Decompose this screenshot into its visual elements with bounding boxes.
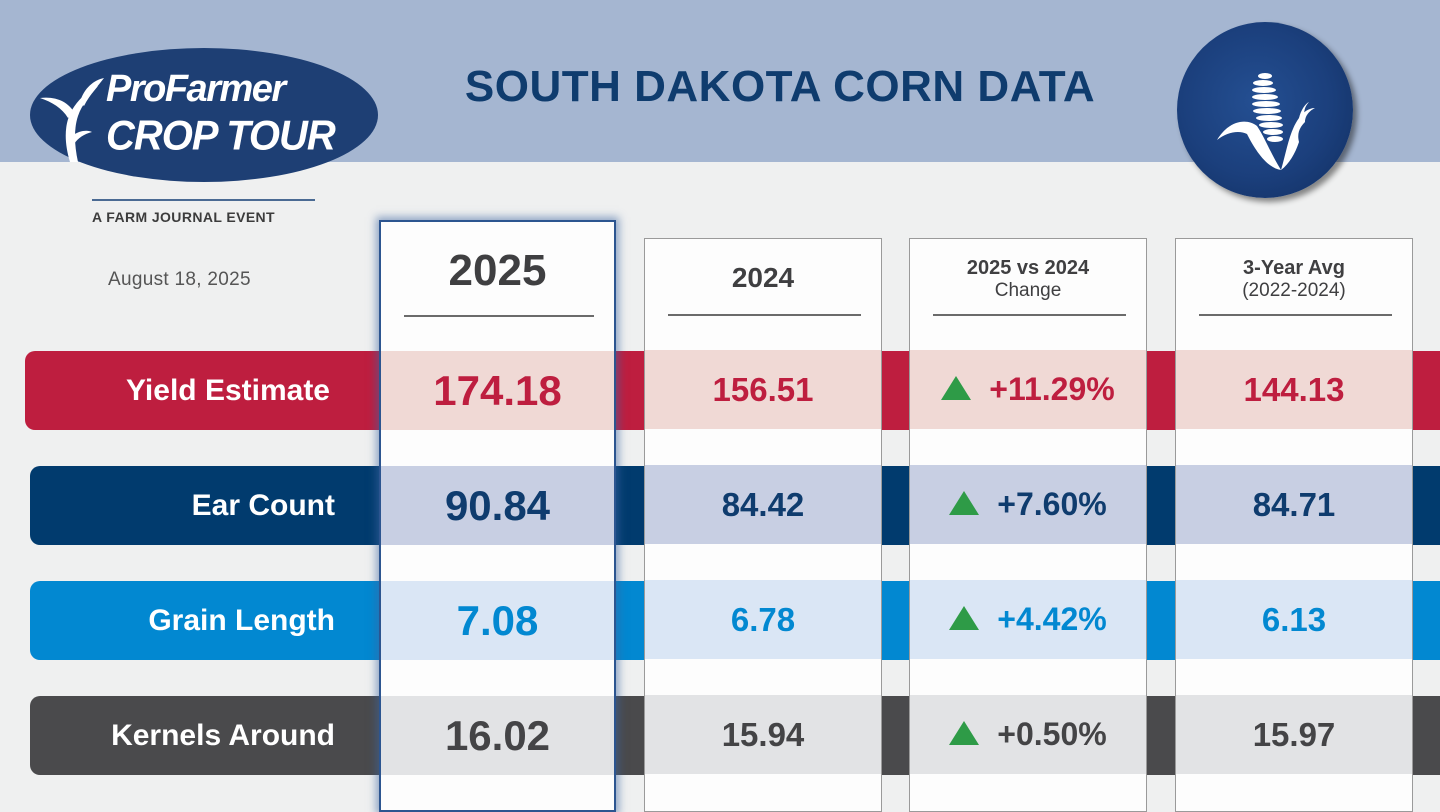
corn-plant-icon xyxy=(40,78,104,162)
row-label-ear-count: Ear Count xyxy=(191,489,335,522)
cell-grain-length-2024: 6.78 xyxy=(645,580,881,659)
cell-grain-length-2025: 7.08 xyxy=(381,581,614,660)
change-value: +11.29% xyxy=(989,371,1115,407)
column-2024: 2024 156.51 84.42 6.78 15.94 xyxy=(644,238,882,812)
column-2025: 2025 174.18 90.84 7.08 16.02 xyxy=(379,220,616,812)
column-header-2024: 2024 xyxy=(731,262,795,293)
column-subheader-3-year-avg: (2022-2024) xyxy=(1242,280,1346,301)
cell-grain-length-change: +4.42% xyxy=(910,580,1146,659)
cell-yield-3-year-avg: 144.13 xyxy=(1176,350,1412,429)
tagline-divider xyxy=(92,199,315,201)
cell-ear-count-2025: 90.84 xyxy=(381,466,614,545)
up-arrow-icon xyxy=(941,375,972,400)
cell-kernels-around-change: +0.50% xyxy=(910,695,1146,774)
report-date: August 18, 2025 xyxy=(108,269,251,290)
cell-kernels-around-2024: 15.94 xyxy=(645,695,881,774)
cell-grain-length-3-year-avg: 6.13 xyxy=(1176,580,1412,659)
cell-ear-count-change: +7.60% xyxy=(910,465,1146,544)
page-title: SOUTH DAKOTA CORN DATA xyxy=(464,62,1096,111)
up-arrow-icon xyxy=(949,605,980,630)
cell-yield-2025: 174.18 xyxy=(381,351,614,430)
row-label-grain-length: Grain Length xyxy=(148,604,335,637)
column-subheader-change: Change xyxy=(994,280,1062,301)
corn-ear-icon xyxy=(1217,73,1315,170)
logo-profarmer-text: ProFarmer xyxy=(106,68,286,110)
row-label-yield-estimate: Yield Estimate xyxy=(126,374,330,407)
cell-ear-count-3-year-avg: 84.71 xyxy=(1176,465,1412,544)
change-value: +4.42% xyxy=(997,601,1107,637)
row-label-kernels-around: Kernels Around xyxy=(111,719,335,752)
column-divider xyxy=(933,314,1126,316)
corn-badge xyxy=(1177,22,1353,198)
up-arrow-icon xyxy=(949,720,980,745)
cell-ear-count-2024: 84.42 xyxy=(645,465,881,544)
tagline: A FARM JOURNAL EVENT xyxy=(92,209,276,225)
up-arrow-icon xyxy=(949,490,980,515)
cell-yield-2024: 156.51 xyxy=(645,350,881,429)
cell-kernels-around-3-year-avg: 15.97 xyxy=(1176,695,1412,774)
change-value: +0.50% xyxy=(997,716,1107,752)
column-change: 2025 vs 2024 Change +11.29% +7.60% +4.42… xyxy=(909,238,1147,812)
column-divider xyxy=(668,314,861,316)
change-value: +7.60% xyxy=(997,486,1107,522)
column-divider xyxy=(404,315,594,317)
cell-kernels-around-2025: 16.02 xyxy=(381,696,614,775)
column-header-3-year-avg: 3-Year Avg xyxy=(1243,257,1345,279)
column-header-change: 2025 vs 2024 xyxy=(966,257,1090,279)
cell-yield-change: +11.29% xyxy=(910,350,1146,429)
pro-farmer-crop-tour-logo: ProFarmer CROP TOUR xyxy=(30,48,378,182)
column-header-2025: 2025 xyxy=(448,246,547,295)
logo-crop-tour-text: CROP TOUR xyxy=(106,112,336,160)
column-3-year-avg: 3-Year Avg (2022-2024) 144.13 84.71 6.13… xyxy=(1175,238,1413,812)
column-divider xyxy=(1199,314,1392,316)
